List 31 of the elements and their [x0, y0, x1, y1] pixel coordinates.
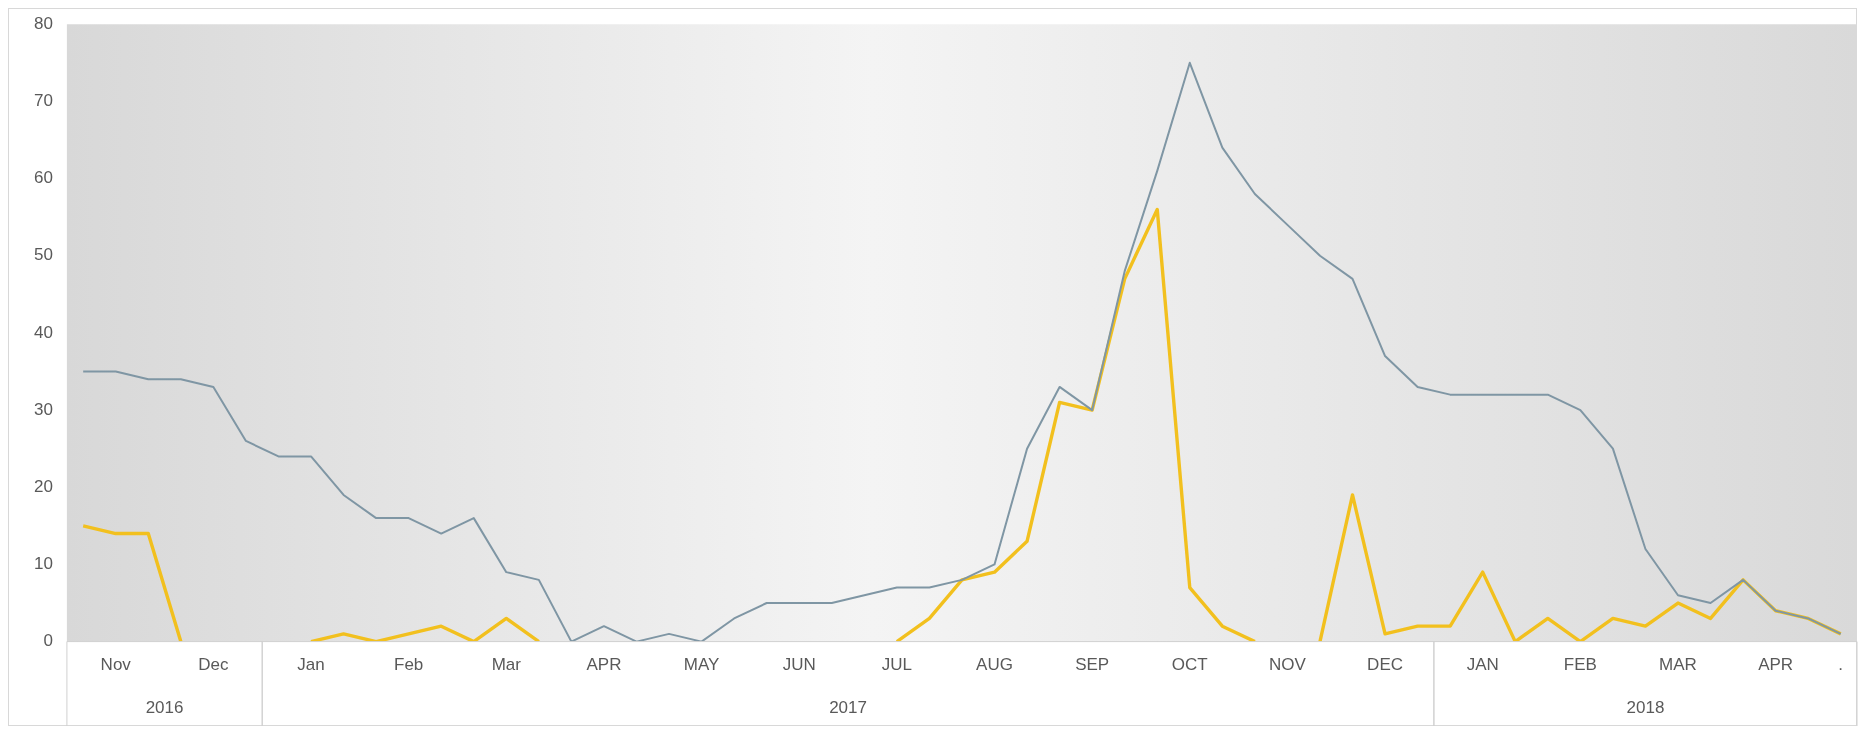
- y-tick-label: 80: [33, 13, 53, 33]
- x-tick-label: Dec: [198, 655, 229, 675]
- y-tick-label: 60: [33, 168, 53, 188]
- x-tick-label: MAY: [683, 655, 720, 675]
- text: 2017: [829, 697, 867, 717]
- x-tick-label: NOV: [1269, 655, 1307, 675]
- x-tick-label: AUG: [976, 655, 1013, 675]
- y-tick-label: 20: [33, 476, 53, 496]
- y-tick-label: 0: [43, 631, 53, 651]
- x-tick-label: Feb: [394, 655, 424, 675]
- x-tick-label: SEP: [1075, 655, 1110, 675]
- y-tick-label: 10: [33, 554, 53, 574]
- x-tick-label: JUL: [881, 655, 912, 675]
- x-tick-label: JUN: [782, 655, 816, 675]
- x-tick-label: OCT: [1171, 655, 1208, 675]
- x-tick-label: Mar: [491, 655, 522, 675]
- y-tick-label: 70: [33, 91, 53, 111]
- y-tick-label: 40: [33, 322, 53, 342]
- x-tick-label: FEB: [1563, 655, 1597, 675]
- x-tick-label: Jan: [297, 655, 325, 675]
- x-tick-label: JAN: [1466, 655, 1499, 675]
- x-tick-label: DEC: [1367, 655, 1404, 675]
- x-tick-label: Nov: [100, 655, 132, 675]
- x-tick-label: APR: [1758, 655, 1794, 675]
- x-tick-label: MAR: [1659, 655, 1697, 675]
- x-tick-label: .: [1838, 655, 1844, 675]
- x-tick-label: APR: [586, 655, 622, 675]
- text: 2016: [145, 697, 184, 717]
- y-tick-label: 30: [33, 399, 53, 419]
- text: 2018: [1626, 697, 1665, 717]
- y-tick-label: 50: [33, 245, 53, 265]
